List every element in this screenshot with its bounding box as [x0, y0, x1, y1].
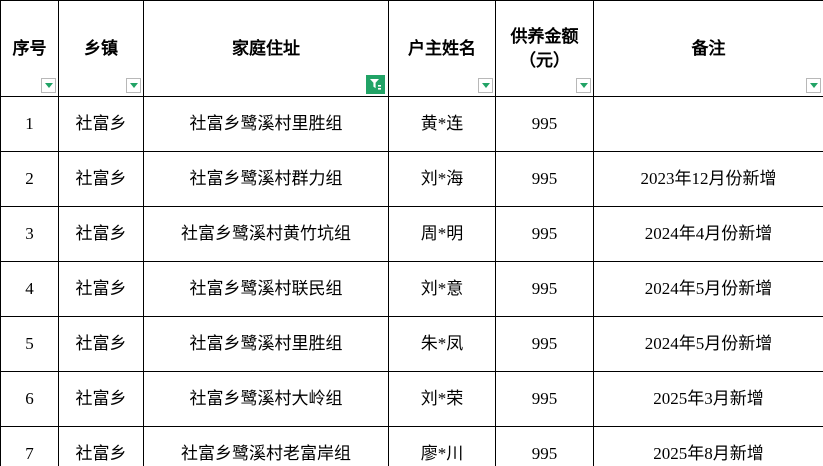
cell-seq[interactable]: 7 [0, 426, 59, 466]
header-seq: 序号 [0, 0, 59, 98]
cell-township[interactable]: 社富乡 [58, 371, 144, 428]
table-row: 5 社富乡 社富乡鹭溪村里胜组 朱*凤 995 2024年5月份新增 [0, 316, 823, 373]
cell-township[interactable]: 社富乡 [58, 96, 144, 153]
header-address-label: 家庭住址 [232, 38, 300, 58]
cell-seq[interactable]: 6 [0, 371, 59, 428]
cell-seq[interactable]: 1 [0, 96, 59, 153]
cell-remark[interactable]: 2025年3月新增 [593, 371, 823, 428]
table-row: 7 社富乡 社富乡鹭溪村老富岸组 廖*川 995 2025年8月新增 [0, 426, 823, 466]
funnel-icon [370, 79, 381, 90]
chevron-down-icon [44, 83, 53, 89]
cell-amount[interactable]: 995 [495, 96, 594, 153]
chevron-down-icon [579, 83, 588, 89]
cell-township[interactable]: 社富乡 [58, 151, 144, 208]
table-row: 4 社富乡 社富乡鹭溪村联民组 刘*意 995 2024年5月份新增 [0, 261, 823, 318]
cell-seq[interactable]: 4 [0, 261, 59, 318]
cell-amount[interactable]: 995 [495, 206, 594, 263]
cell-remark[interactable] [593, 96, 823, 153]
header-name-label: 户主姓名 [408, 38, 476, 58]
chevron-down-icon [809, 83, 818, 89]
cell-name[interactable]: 朱*凤 [388, 316, 496, 373]
cell-remark[interactable]: 2024年5月份新增 [593, 261, 823, 318]
cell-address[interactable]: 社富乡鹭溪村大岭组 [143, 371, 389, 428]
cell-township[interactable]: 社富乡 [58, 316, 144, 373]
header-remark-label: 备注 [691, 38, 726, 58]
table-row: 3 社富乡 社富乡鹭溪村黄竹坑组 周*明 995 2024年4月份新增 [0, 206, 823, 263]
filter-active-icon[interactable] [366, 75, 385, 95]
cell-address[interactable]: 社富乡鹭溪村联民组 [143, 261, 389, 318]
header-seq-label: 序号 [12, 38, 47, 58]
header-township: 乡镇 [58, 0, 144, 98]
filter-dropdown-amount[interactable] [576, 78, 591, 94]
cell-name[interactable]: 刘*海 [388, 151, 496, 208]
cell-remark[interactable]: 2023年12月份新增 [593, 151, 823, 208]
header-name: 户主姓名 [388, 0, 496, 98]
header-amount: 供养金额 （元） [495, 0, 594, 98]
cell-name[interactable]: 黄*连 [388, 96, 496, 153]
filter-dropdown-township[interactable] [126, 78, 141, 94]
cell-seq[interactable]: 5 [0, 316, 59, 373]
cell-township[interactable]: 社富乡 [58, 426, 144, 466]
header-row: 序号 乡镇 家庭住址 [0, 0, 823, 98]
filter-dropdown-remark[interactable] [806, 78, 821, 94]
chevron-down-icon [481, 83, 490, 89]
cell-seq[interactable]: 2 [0, 151, 59, 208]
cell-amount[interactable]: 995 [495, 261, 594, 318]
cell-name[interactable]: 周*明 [388, 206, 496, 263]
chevron-down-icon [129, 83, 138, 89]
header-township-label: 乡镇 [84, 38, 118, 58]
cell-amount[interactable]: 995 [495, 316, 594, 373]
cell-remark[interactable]: 2024年4月份新增 [593, 206, 823, 263]
cell-address[interactable]: 社富乡鹭溪村群力组 [143, 151, 389, 208]
cell-remark[interactable]: 2024年5月份新增 [593, 316, 823, 373]
cell-amount[interactable]: 995 [495, 151, 594, 208]
cell-address[interactable]: 社富乡鹭溪村里胜组 [143, 316, 389, 373]
cell-township[interactable]: 社富乡 [58, 206, 144, 263]
table-row: 2 社富乡 社富乡鹭溪村群力组 刘*海 995 2023年12月份新增 [0, 151, 823, 208]
table-row: 1 社富乡 社富乡鹭溪村里胜组 黄*连 995 [0, 96, 823, 153]
cell-address[interactable]: 社富乡鹭溪村里胜组 [143, 96, 389, 153]
filter-dropdown-seq[interactable] [41, 78, 56, 94]
header-remark: 备注 [593, 0, 823, 98]
cell-remark[interactable]: 2025年8月新增 [593, 426, 823, 466]
cell-township[interactable]: 社富乡 [58, 261, 144, 318]
header-address: 家庭住址 [143, 0, 389, 98]
filter-dropdown-name[interactable] [478, 78, 493, 94]
cell-amount[interactable]: 995 [495, 371, 594, 428]
cell-amount[interactable]: 995 [495, 426, 594, 466]
cell-name[interactable]: 刘*荣 [388, 371, 496, 428]
cell-name[interactable]: 刘*意 [388, 261, 496, 318]
cell-seq[interactable]: 3 [0, 206, 59, 263]
header-amount-label: 供养金额 （元） [510, 26, 579, 70]
cell-address[interactable]: 社富乡鹭溪村黄竹坑组 [143, 206, 389, 263]
cell-address[interactable]: 社富乡鹭溪村老富岸组 [143, 426, 389, 466]
cell-name[interactable]: 廖*川 [388, 426, 496, 466]
table-row: 6 社富乡 社富乡鹭溪村大岭组 刘*荣 995 2025年3月新增 [0, 371, 823, 428]
